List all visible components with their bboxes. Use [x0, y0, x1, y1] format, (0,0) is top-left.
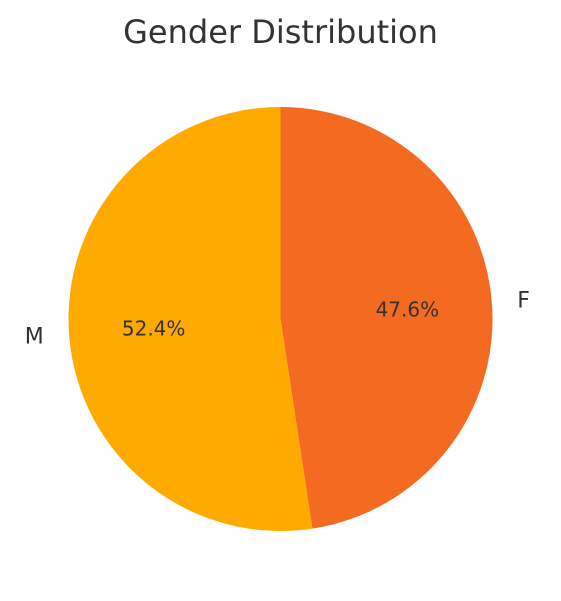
- pie-slice-m: [68, 107, 313, 531]
- pie-percent-label-m: 52.4%: [122, 317, 186, 341]
- pie-category-label-f: F: [517, 289, 530, 314]
- pie-slice-f: [280, 107, 493, 529]
- pie-category-label-m: M: [25, 324, 44, 349]
- pie-percent-label-f: 47.6%: [376, 297, 440, 321]
- pie-slices: [68, 107, 493, 531]
- pie-labels: 47.6% F 52.4% M: [25, 289, 530, 350]
- chart-title: Gender Distribution: [123, 13, 438, 51]
